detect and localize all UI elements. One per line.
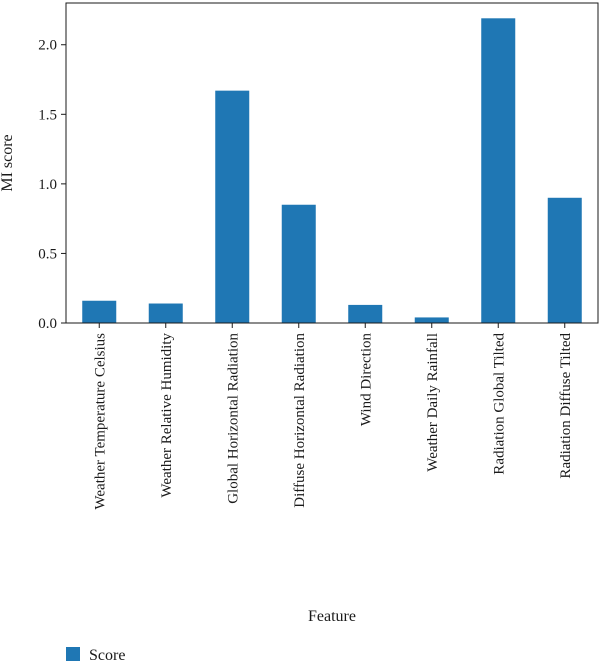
x-tick-label: Weather Relative Humidity	[159, 333, 175, 498]
x-tick-label: Radiation Diffuse Tilted	[558, 333, 574, 479]
legend-swatch	[66, 647, 80, 661]
plot-frame	[65, 2, 599, 324]
y-axis: 0.0 0.5 1.0 1.5 2.0	[38, 38, 66, 332]
bar	[281, 204, 316, 323]
y-tick-label: 0.0	[38, 316, 57, 332]
x-tick-label: Weather Temperature Celsius	[92, 333, 108, 510]
y-tick-label: 0.5	[38, 246, 57, 262]
x-tick-label: Global Horizontal Radiation	[225, 333, 241, 504]
x-tick-label: Diffuse Horizontal Radiation	[292, 333, 308, 508]
legend-label: Score	[89, 647, 125, 662]
bar	[148, 303, 183, 323]
y-axis-title: MI score	[0, 134, 16, 191]
bar	[82, 300, 117, 323]
y-tick-label: 2.0	[38, 38, 57, 54]
x-tick-label: Wind Direction	[358, 333, 374, 427]
plot-area	[65, 2, 599, 324]
y-tick-label: 1.0	[38, 177, 57, 193]
y-tick-label: 1.5	[38, 107, 57, 123]
bar	[348, 304, 383, 323]
legend: Score	[66, 647, 125, 662]
x-axis-title: Feature	[308, 608, 356, 625]
x-tick-label: Radiation Global Tilted	[491, 333, 507, 475]
bar	[215, 90, 250, 324]
bar	[547, 197, 582, 323]
x-tick-label: Weather Daily Rainfall	[425, 333, 441, 472]
bar	[481, 18, 516, 324]
bar	[414, 317, 449, 323]
x-axis: Weather Temperature Celsius Weather Relat…	[92, 323, 574, 510]
